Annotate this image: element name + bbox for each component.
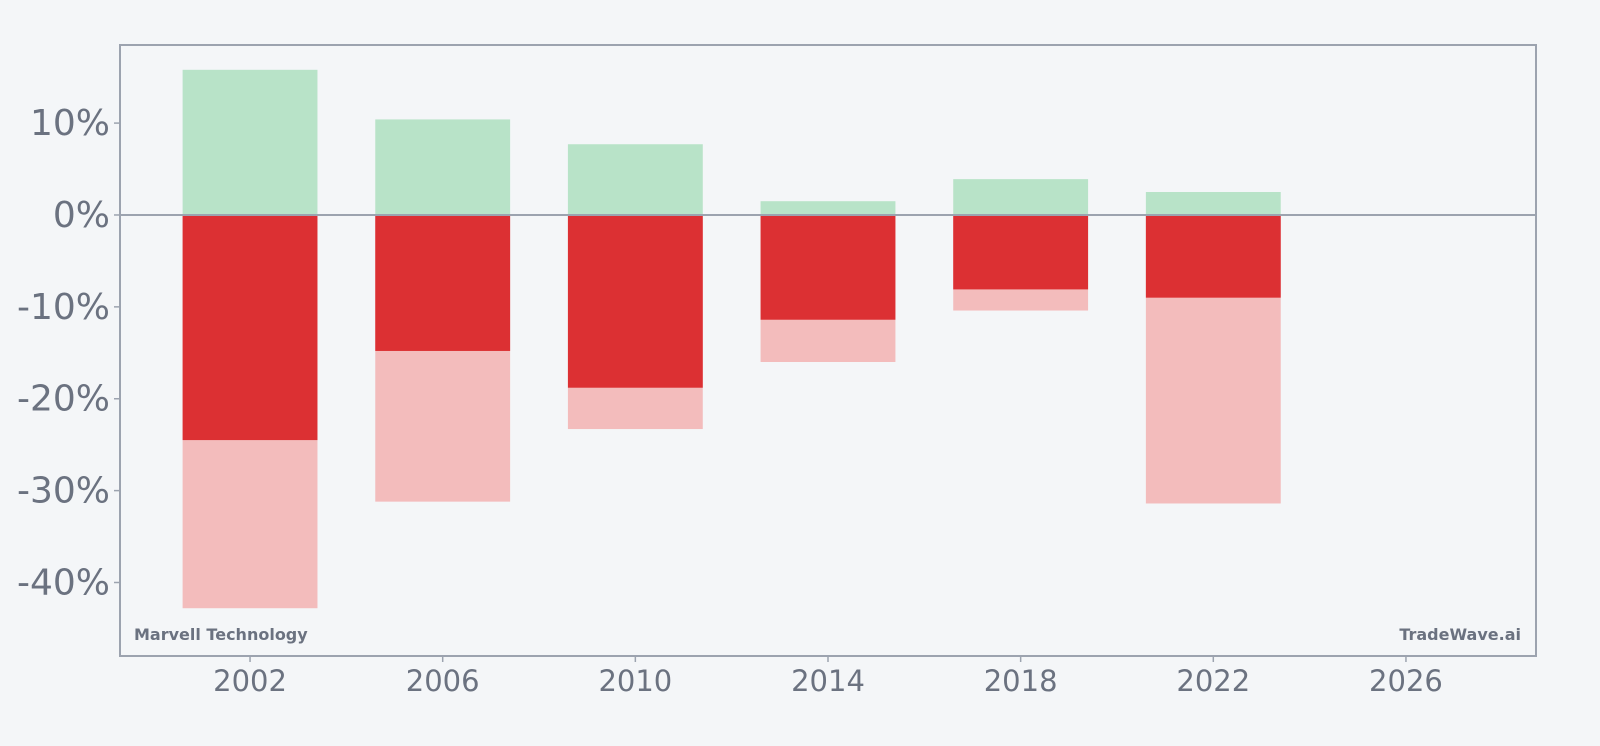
y-tick-label: -20% — [17, 379, 110, 420]
y-axis: 10% 0% -10% -20% -30% -40% — [17, 103, 120, 603]
x-tick-label: 2022 — [1176, 664, 1250, 698]
x-tick-label: 2002 — [213, 664, 287, 698]
credit-left: Marvell Technology — [134, 625, 308, 644]
x-tick-label: 2014 — [791, 664, 865, 698]
negative-bar-2002 — [182, 214, 318, 441]
bars-layer — [182, 69, 1281, 609]
negative-bar-2018 — [953, 214, 1089, 290]
credit-right: TradeWave.ai — [1399, 625, 1521, 644]
y-tick-label: -30% — [17, 471, 110, 512]
x-tick-label: 2006 — [406, 664, 480, 698]
y-tick-label: -10% — [17, 287, 110, 328]
y-tick-label: 0% — [53, 195, 110, 236]
x-axis: 2002 2006 2010 2014 2018 2022 2026 — [213, 656, 1443, 698]
positive-bar-2010 — [567, 144, 703, 215]
y-tick-label: -40% — [17, 562, 110, 603]
negative-bar-2014 — [760, 214, 896, 320]
positive-bar-2014 — [760, 201, 896, 215]
positive-bar-2018 — [953, 179, 1089, 215]
negative-bar-2022 — [1145, 214, 1281, 298]
y-tick-label: 10% — [30, 103, 110, 144]
x-tick-label: 2026 — [1369, 664, 1443, 698]
negative-bar-2010 — [567, 214, 703, 388]
x-tick-label: 2018 — [984, 664, 1058, 698]
positive-bar-2006 — [375, 119, 511, 215]
positive-bar-2022 — [1145, 192, 1281, 215]
negative-bar-2006 — [375, 214, 511, 351]
x-tick-label: 2010 — [598, 664, 672, 698]
positive-bar-2002 — [182, 69, 318, 215]
